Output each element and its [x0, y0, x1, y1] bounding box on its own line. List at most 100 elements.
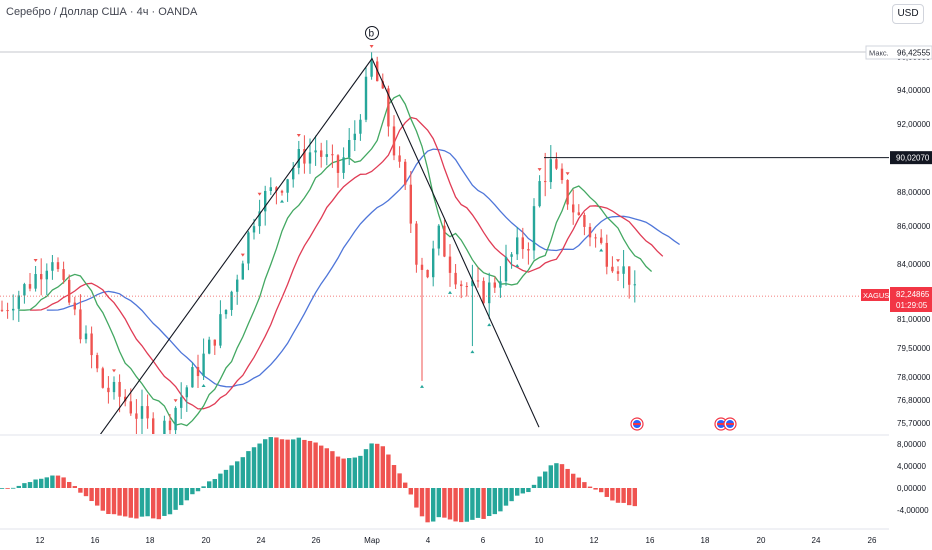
osc-bar	[218, 473, 223, 488]
candle-body	[163, 420, 166, 434]
osc-bar	[285, 439, 290, 488]
candle	[588, 223, 592, 247]
fractal-up-marker	[240, 253, 245, 257]
osc-bar	[531, 484, 537, 488]
price-badge-value: 82,24865	[896, 290, 930, 299]
candle-body	[432, 248, 435, 278]
candle	[68, 274, 71, 306]
event-icon-stripe	[633, 423, 641, 425]
candle	[521, 227, 524, 259]
candle-body	[219, 314, 222, 346]
candle	[348, 128, 351, 166]
candle	[241, 260, 244, 280]
osc-bar	[33, 479, 38, 488]
osc-bar	[492, 488, 497, 515]
candle	[247, 230, 250, 271]
osc-bar	[319, 445, 324, 488]
osc-bar	[498, 488, 503, 512]
osc-bar	[145, 488, 150, 517]
osc-bar	[167, 488, 173, 515]
event-icon-stripe	[717, 423, 725, 425]
osc-bar	[459, 488, 464, 523]
osc-bar	[61, 477, 66, 488]
price-tick-label: 76,80000	[897, 396, 931, 405]
osc-bar	[207, 481, 212, 488]
osc-bar	[554, 463, 559, 488]
candle-body	[269, 187, 272, 191]
candle-body	[236, 279, 239, 292]
osc-bar	[67, 481, 72, 488]
osc-bar	[95, 488, 100, 506]
candle-body	[12, 308, 15, 311]
osc-bar	[548, 465, 553, 488]
candle-body	[180, 397, 183, 408]
price-tick-label: 78,00000	[897, 373, 931, 382]
candle	[538, 175, 541, 208]
fractal-down-marker	[470, 350, 475, 354]
candle-body	[258, 211, 261, 227]
candle	[566, 179, 569, 210]
candle-body	[118, 381, 121, 397]
candle	[0, 300, 4, 312]
candle	[286, 178, 289, 202]
time-tick-label: 12	[590, 536, 599, 545]
candle	[34, 265, 37, 292]
candle-body	[488, 282, 491, 304]
osc-bar	[274, 437, 279, 488]
candle	[314, 135, 317, 166]
candle	[213, 339, 216, 355]
wave-line	[99, 57, 540, 434]
candle	[140, 389, 144, 434]
candle-body	[560, 168, 564, 181]
osc-bar	[55, 475, 61, 488]
candle-body	[588, 226, 592, 238]
candle	[370, 52, 373, 80]
candle-body	[185, 387, 188, 398]
fractal-down-marker	[487, 323, 492, 327]
candle	[118, 374, 121, 413]
osc-bar	[386, 454, 391, 488]
osc-bar	[251, 447, 257, 488]
osc-bar	[593, 488, 598, 490]
candle	[174, 406, 177, 434]
time-tick-label: 6	[481, 536, 486, 545]
candle	[152, 412, 155, 434]
candle-body	[202, 353, 205, 377]
candle-body	[146, 406, 149, 419]
candle-body	[331, 154, 334, 156]
candle-body	[68, 279, 71, 303]
time-tick-label: 10	[535, 536, 544, 545]
candle	[510, 252, 513, 269]
osc-bar	[397, 473, 402, 488]
fractal-up-marker	[33, 258, 38, 262]
candle-body	[40, 274, 43, 280]
candle-body	[196, 367, 200, 377]
candle-body	[398, 155, 401, 162]
osc-bar	[391, 465, 397, 488]
time-tick-label: 26	[868, 536, 877, 545]
candle-body	[521, 237, 524, 250]
candle-body	[34, 274, 37, 289]
osc-bar	[11, 487, 16, 489]
candle-body	[191, 367, 194, 388]
candle	[398, 146, 401, 168]
osc-bar	[380, 446, 385, 488]
currency-button[interactable]: USD	[892, 4, 924, 24]
candle	[482, 277, 485, 306]
candle-body	[23, 284, 26, 296]
candle-body	[174, 407, 177, 431]
osc-bar	[341, 458, 346, 488]
fractal-down-marker	[201, 383, 206, 387]
candle	[191, 362, 194, 388]
osc-bar	[324, 448, 329, 488]
candle	[499, 266, 502, 298]
candle	[504, 244, 508, 286]
osc-bar	[201, 486, 206, 488]
candle	[84, 325, 88, 344]
fractal-down-marker	[515, 263, 520, 267]
time-tick-label: 18	[146, 536, 155, 545]
osc-bar	[89, 488, 94, 502]
ma-mid-line	[30, 116, 664, 410]
osc-bar	[414, 488, 419, 508]
